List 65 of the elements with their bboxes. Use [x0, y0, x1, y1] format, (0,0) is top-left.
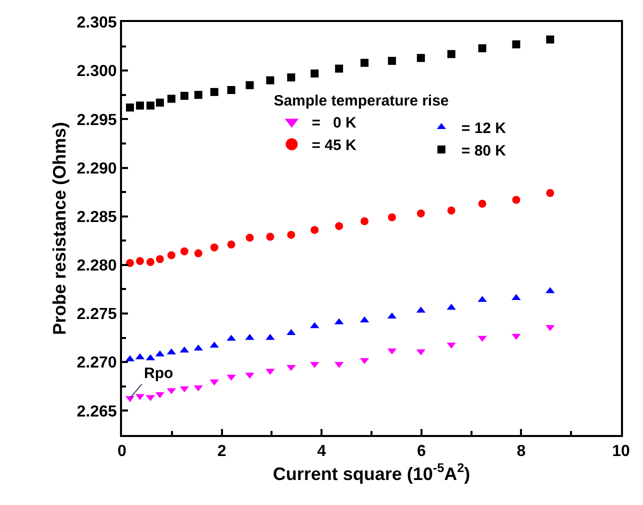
- point: [156, 255, 164, 264]
- y-tick-label: 2.285: [76, 208, 117, 226]
- point: [546, 189, 554, 198]
- point: [335, 64, 344, 73]
- point: [180, 247, 188, 256]
- point: [266, 232, 274, 241]
- x-tick-label: 2: [217, 443, 226, 460]
- point: [360, 217, 369, 226]
- x-axis-title: Current square (10$^{-5}$A$^{2}$): [272, 461, 470, 484]
- y-tick-label: 2.280: [76, 258, 117, 275]
- point: [478, 44, 486, 52]
- legend-label: = 45 K: [312, 137, 356, 154]
- point: [146, 102, 154, 110]
- point: [210, 243, 218, 252]
- point: [512, 40, 520, 48]
- point: [167, 251, 176, 260]
- x-tick-label: 8: [516, 443, 526, 460]
- y-tick-label: 2.275: [76, 306, 117, 324]
- y-tick-label: 2.270: [76, 354, 117, 372]
- legend-label: = 12 K: [461, 120, 506, 137]
- x-tick-label: 10: [612, 443, 630, 460]
- point: [416, 54, 425, 62]
- point: [167, 94, 176, 103]
- x-tick-label: 0: [118, 443, 127, 460]
- point: [310, 70, 319, 78]
- point: [146, 258, 154, 266]
- point: [227, 240, 236, 249]
- point: [447, 50, 456, 58]
- point: [194, 249, 202, 258]
- point: [310, 226, 319, 234]
- point: [246, 234, 254, 242]
- legend-label: = 0 K: [312, 114, 356, 132]
- point: [126, 259, 134, 267]
- point: [512, 196, 520, 204]
- annotation: Rpo: [144, 365, 174, 382]
- point: [287, 230, 296, 239]
- point: [388, 213, 396, 222]
- point: [126, 104, 134, 112]
- y-tick-label: 2.305: [76, 14, 117, 32]
- point: [246, 81, 254, 90]
- y-tick-label: 2.265: [76, 403, 117, 420]
- x-tick-label: 4: [317, 443, 326, 460]
- point: [416, 209, 425, 218]
- point: [266, 76, 274, 84]
- point: [335, 222, 344, 230]
- y-tick-label: 2.290: [76, 160, 117, 178]
- point: [388, 56, 396, 65]
- point: [156, 98, 164, 107]
- point: [136, 257, 144, 266]
- legend-label: = 80 K: [461, 142, 506, 160]
- point: [227, 86, 236, 94]
- point: [180, 92, 188, 100]
- point: [360, 58, 369, 67]
- point: [136, 102, 144, 110]
- point: [478, 200, 486, 208]
- y-axis-title: Probe resistance (Ohms): [49, 122, 70, 336]
- point: [287, 73, 296, 82]
- legend-title: Sample temperature rise: [274, 92, 449, 110]
- point: [546, 35, 554, 44]
- point: [210, 88, 218, 96]
- x-tick-label: 6: [416, 443, 426, 460]
- y-tick-label: 2.300: [76, 63, 117, 80]
- point: [447, 206, 456, 215]
- y-tick-label: 2.295: [76, 112, 117, 129]
- point: [194, 90, 202, 99]
